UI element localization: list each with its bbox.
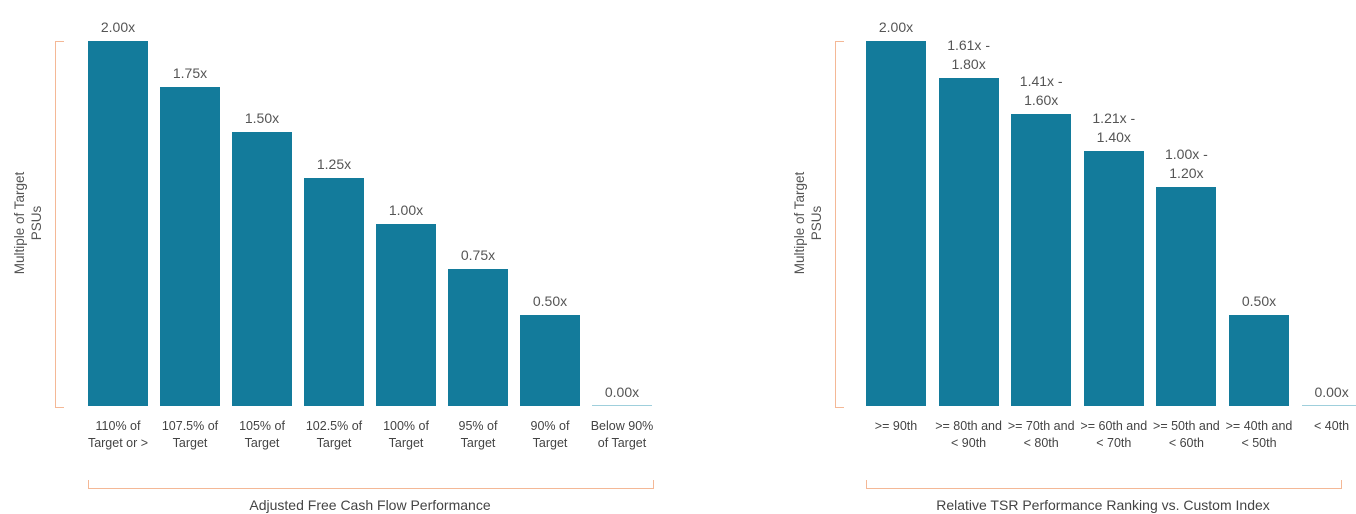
x-tick-label: 100% of Target [383, 419, 429, 450]
bar [1011, 114, 1072, 406]
value-label: 1.75x [172, 64, 208, 81]
bar [304, 177, 364, 406]
value-label: 1.00x [388, 201, 424, 218]
value-label: 0.50x [1241, 292, 1277, 309]
value-label: 2.00x [100, 19, 136, 35]
x-tick-label: >= 90th [874, 419, 918, 433]
x-tick-label: 107.5% of Target [161, 419, 219, 450]
value-label: 1.00x - 1.20x [1164, 146, 1208, 181]
bar [88, 41, 148, 406]
bar [232, 132, 292, 406]
y-axis-title: Multiple of Target PSUs [792, 171, 824, 275]
value-label: 0.75x [460, 247, 496, 264]
x-tick-label: < 40th [1314, 419, 1350, 433]
value-label: 1.50x [244, 110, 280, 127]
bar [1301, 405, 1356, 406]
bar [592, 405, 652, 406]
bar [866, 41, 926, 406]
x-tick-label: >= 70th and < 80th [1007, 419, 1075, 450]
bar [160, 86, 220, 406]
x-tick-label: 102.5% of Target [305, 419, 363, 450]
x-bracket [866, 480, 1342, 489]
x-axis-title: Adjusted Free Cash Flow Performance [249, 497, 491, 513]
x-tick-label: 95% of Target [458, 419, 498, 450]
value-label: 1.41x - 1.60x [1019, 73, 1063, 108]
x-tick-label: >= 40th and < 50th [1225, 419, 1293, 450]
bar [1229, 314, 1289, 406]
x-tick-label: Below 90% of Target [590, 419, 654, 450]
value-label: 0.00x [604, 384, 640, 400]
bar [448, 269, 508, 406]
value-label: 1.61x - 1.80x [947, 36, 990, 72]
bar [938, 77, 999, 406]
x-tick-label: >= 80th and < 90th [935, 419, 1002, 450]
bar [520, 314, 580, 406]
x-tick-label: 110% of Target or > [87, 419, 149, 450]
bar [1156, 187, 1217, 406]
y-axis-title: Multiple of Target PSUs [12, 171, 44, 275]
x-tick-label: >= 60th and < 70th [1080, 419, 1148, 450]
x-bracket [88, 480, 654, 489]
value-label: 2.00x [878, 19, 914, 35]
x-axis-title: Relative TSR Performance Ranking vs. Cus… [936, 497, 1270, 513]
y-bracket [55, 41, 64, 408]
value-label: 0.00x [1314, 384, 1349, 400]
bar [1083, 150, 1144, 406]
x-tick-label: 105% of Target [239, 419, 285, 450]
bar [376, 223, 436, 406]
x-tick-label: 90% of Target [530, 419, 570, 450]
value-label: 1.21x - 1.40x [1092, 109, 1136, 145]
value-label: 1.25x [316, 155, 352, 172]
x-tick-label: >= 50th and < 60th [1153, 419, 1220, 450]
y-bracket [835, 41, 844, 408]
value-label: 0.50x [532, 292, 568, 309]
